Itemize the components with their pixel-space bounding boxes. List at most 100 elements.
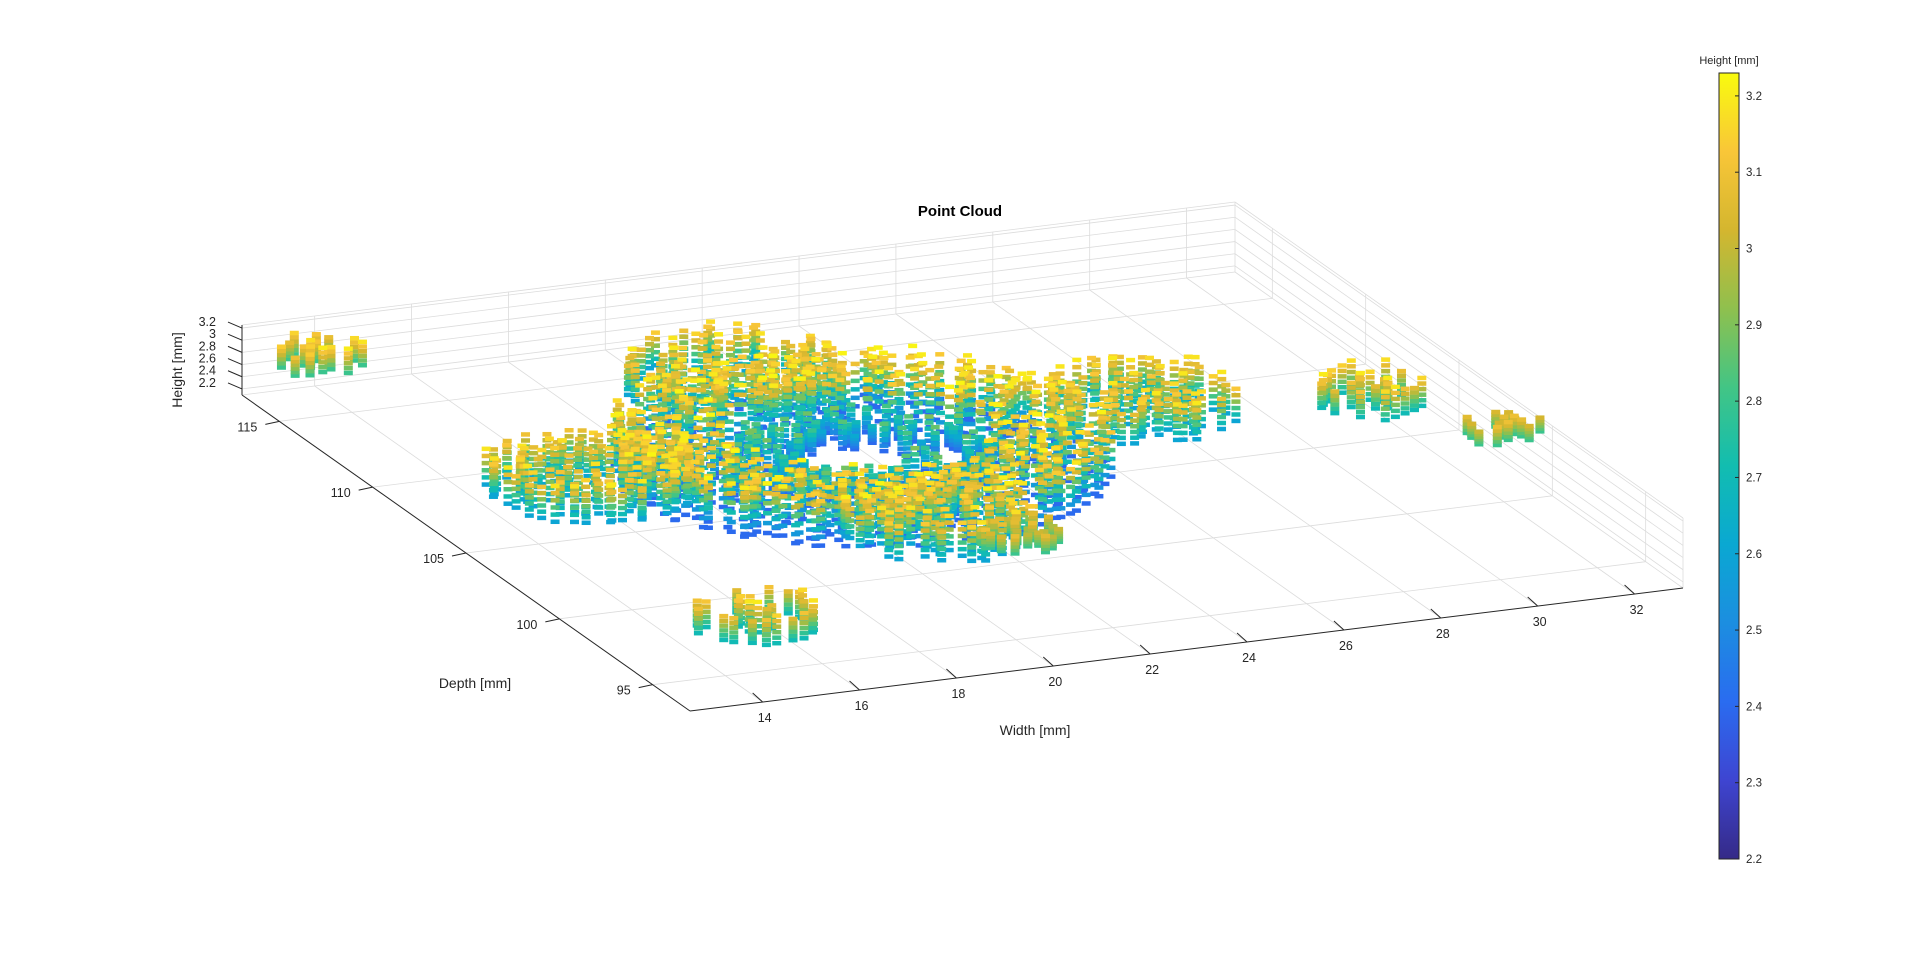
point-mark	[934, 405, 944, 411]
point-mark	[975, 438, 985, 444]
point-mark	[616, 423, 626, 429]
point-mark	[781, 377, 791, 382]
point-mark	[772, 449, 782, 454]
point-mark	[691, 338, 701, 343]
point-mark	[597, 472, 607, 477]
point-mark	[1136, 407, 1146, 412]
point-mark	[817, 501, 827, 506]
point-mark	[715, 411, 725, 416]
point-mark	[673, 360, 683, 365]
point-mark	[879, 355, 889, 361]
point-mark	[922, 462, 932, 467]
point-mark	[276, 361, 286, 366]
point-mark	[613, 432, 623, 438]
point-mark	[803, 417, 813, 422]
point-mark	[594, 463, 604, 469]
point-mark	[668, 349, 678, 355]
point-mark	[762, 449, 772, 455]
point-mark	[780, 444, 790, 450]
point-mark	[740, 498, 750, 504]
point-mark	[630, 398, 640, 404]
point-mark	[545, 491, 555, 497]
point-mark	[837, 441, 847, 446]
point-mark	[747, 485, 757, 491]
point-mark	[636, 425, 646, 430]
grid-line-z	[241, 253, 1236, 378]
point-mark	[816, 525, 826, 530]
point-mark	[863, 378, 873, 383]
point-mark	[1124, 395, 1134, 401]
point-mark	[668, 335, 678, 341]
point-mark	[654, 435, 664, 441]
point-mark	[1185, 398, 1195, 404]
point-mark	[954, 490, 964, 496]
point-mark	[815, 424, 825, 429]
point-mark	[881, 429, 891, 435]
point-mark	[670, 517, 680, 523]
point-mark	[771, 477, 781, 482]
point-mark	[910, 452, 920, 457]
point-mark	[905, 382, 915, 387]
point-mark	[924, 414, 934, 419]
point-mark	[829, 405, 839, 411]
point-mark	[913, 383, 923, 388]
point-mark	[612, 398, 622, 403]
point-mark	[740, 524, 750, 530]
point-mark	[816, 507, 826, 513]
point-mark	[796, 386, 806, 391]
point-mark	[1042, 463, 1052, 469]
point-mark	[779, 459, 789, 465]
point-mark	[798, 349, 808, 355]
point-mark	[822, 386, 832, 391]
point-mark	[714, 353, 724, 359]
point-mark	[669, 360, 679, 365]
point-mark	[999, 407, 1009, 412]
point-mark	[550, 498, 560, 503]
point-mark	[991, 466, 1001, 472]
point-mark	[511, 492, 521, 498]
point-mark	[752, 433, 762, 439]
point-mark	[659, 464, 669, 469]
point-mark	[523, 470, 533, 476]
point-mark	[976, 465, 986, 471]
point-mark	[573, 446, 583, 451]
point-mark	[1140, 387, 1150, 393]
point-mark	[605, 473, 615, 479]
point-mark	[645, 359, 655, 365]
point-mark	[975, 449, 985, 454]
point-mark	[555, 505, 565, 511]
point-mark	[879, 383, 889, 388]
point-mark	[1185, 392, 1195, 398]
point-mark	[1383, 375, 1393, 381]
point-mark	[740, 485, 750, 490]
point-mark	[511, 499, 521, 504]
point-mark	[903, 446, 913, 451]
point-mark	[925, 376, 935, 381]
point-mark	[913, 418, 923, 424]
point-mark	[953, 434, 963, 440]
point-mark	[671, 403, 681, 409]
point-mark	[636, 347, 646, 352]
point-mark	[867, 433, 877, 439]
point-mark	[1044, 413, 1054, 418]
point-mark	[958, 403, 968, 408]
point-mark	[648, 435, 658, 440]
point-mark	[698, 427, 708, 432]
point-mark	[1217, 396, 1227, 402]
point-mark	[635, 456, 645, 461]
point-mark	[637, 507, 647, 513]
point-mark	[730, 478, 740, 483]
point-mark	[697, 365, 707, 371]
point-mark	[831, 508, 841, 513]
point-mark	[1192, 408, 1202, 413]
point-mark	[1001, 365, 1011, 371]
point-mark	[1102, 403, 1112, 409]
point-mark	[625, 384, 635, 389]
point-mark	[276, 365, 286, 370]
point-mark	[802, 393, 812, 398]
point-mark	[807, 407, 817, 412]
point-mark	[817, 429, 827, 434]
point-mark	[751, 329, 761, 334]
grid-line-z-wall	[1234, 229, 1684, 546]
point-mark	[1020, 455, 1030, 461]
